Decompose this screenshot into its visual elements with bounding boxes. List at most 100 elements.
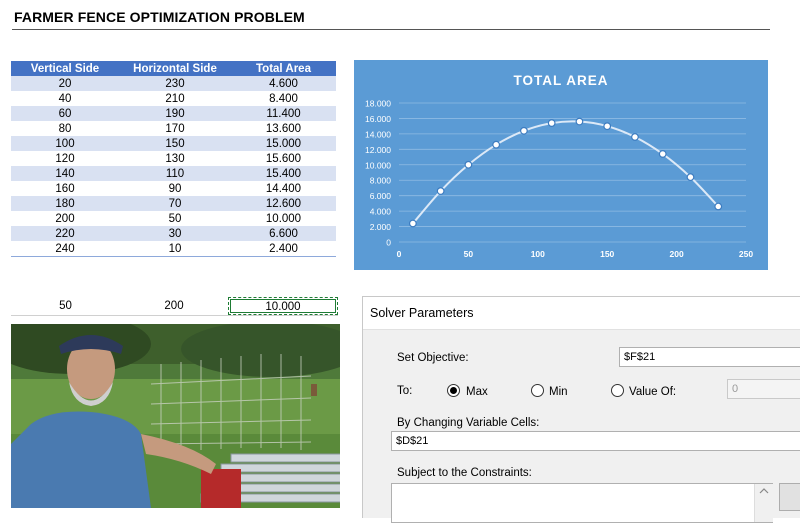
max-radio[interactable] [447,384,460,397]
horizontal-cell[interactable]: 130 [119,151,231,166]
area-cell[interactable]: 15.400 [231,166,336,181]
horizontal-cell[interactable]: 90 [119,181,231,196]
horizontal-cell[interactable]: 70 [119,196,231,211]
data-point[interactable] [686,173,695,182]
add-constraint-button[interactable] [779,483,800,511]
data-point[interactable] [408,219,417,228]
y-tick-label: 8.000 [370,176,392,186]
col-header-vertical[interactable]: Vertical Side [11,61,119,76]
changing-cells-label: By Changing Variable Cells: [397,417,540,429]
area-result-cell[interactable]: 10.000 [228,297,338,315]
area-cell[interactable]: 15.000 [231,136,336,151]
set-objective-label: Set Objective: [397,352,469,364]
area-cell[interactable]: 14.400 [231,181,336,196]
data-point[interactable] [547,119,556,127]
horizontal-cell[interactable]: 170 [119,121,231,136]
area-cell[interactable]: 8.400 [231,91,336,106]
area-cell[interactable]: 11.400 [231,106,336,121]
vertical-cell[interactable]: 200 [11,211,119,226]
chart-canvas: TOTAL AREA 0 2.000 4.000 6.000 8.000 10.000 12.… [365,73,753,259]
vertical-cell[interactable]: 240 [11,241,119,257]
vertical-cell[interactable]: 140 [11,166,119,181]
area-cell[interactable]: 12.600 [231,196,336,211]
constraints-label: Subject to the Constraints: [397,467,532,479]
vertical-cell[interactable]: 60 [11,106,119,121]
dialog-title: Solver Parameters [370,306,474,320]
objective-input[interactable]: $F$21 [619,347,800,367]
vertical-cell[interactable]: 80 [11,121,119,136]
scroll-up-icon[interactable] [755,484,773,498]
data-point[interactable] [575,117,584,126]
constraints-scrollbar[interactable] [754,484,773,522]
value-of-radio[interactable] [611,384,624,397]
to-label: To: [397,385,413,397]
y-tick-label: 2.000 [370,222,392,232]
vertical-cell[interactable]: 20 [11,76,119,91]
y-tick-label: 4.000 [370,207,392,217]
data-point[interactable] [631,133,639,141]
data-point[interactable] [492,140,501,149]
horizontal-cell[interactable]: 150 [119,136,231,151]
y-tick-label: 10.000 [365,160,391,170]
horizontal-cell[interactable]: 190 [119,106,231,121]
data-point[interactable] [464,160,473,169]
y-tick-label: 18.000 [365,99,391,109]
x-tick-label: 200 [670,249,684,259]
vertical-cell[interactable]: 100 [11,136,119,151]
vertical-cell[interactable]: 40 [11,91,119,106]
area-cell[interactable]: 6.600 [231,226,336,241]
solver-parameters-dialog[interactable]: Solver Parameters Set Objective: $F$21 T… [362,296,800,523]
horizontal-input-cell[interactable]: 200 [164,300,184,312]
table-row: 100 150 15.000 [11,136,336,151]
table-row: 140 110 15.400 [11,166,336,181]
y-tick-label: 12.000 [365,145,391,155]
value-of-label[interactable]: Value Of: [629,386,677,398]
area-cell[interactable]: 10.000 [231,211,336,226]
series-line [412,120,719,225]
total-area-chart[interactable]: TOTAL AREA 0 2.000 4.000 6.000 8.000 10.000 12.… [354,60,768,270]
table-row: 20 230 4.600 [11,76,336,91]
area-cell[interactable]: 2.400 [231,241,336,257]
data-point[interactable] [520,126,528,135]
area-cell[interactable]: 13.600 [231,121,336,136]
horizontal-cell[interactable]: 110 [119,166,231,181]
table-row: 200 50 10.000 [11,211,336,226]
horizontal-cell[interactable]: 50 [119,211,231,226]
max-label[interactable]: Max [466,386,488,398]
value-of-input[interactable]: 0 [727,379,800,399]
vertical-cell[interactable]: 220 [11,226,119,241]
title-underline [12,29,770,30]
col-header-horizontal[interactable]: Horizontal Side [119,61,231,76]
data-point[interactable] [436,187,445,195]
chart-title: TOTAL AREA [513,73,608,88]
vertical-cell[interactable]: 180 [11,196,119,211]
dialog-titlebar[interactable]: Solver Parameters [363,297,800,330]
constraints-list[interactable] [391,483,773,523]
horizontal-cell[interactable]: 210 [119,91,231,106]
x-tick-label: 150 [600,249,614,259]
x-tick-label: 0 [397,249,402,259]
min-radio[interactable] [531,384,544,397]
horizontal-cell[interactable]: 230 [119,76,231,91]
table-row: 40 210 8.400 [11,91,336,106]
data-point[interactable] [658,150,667,158]
data-point[interactable] [603,122,612,131]
vertical-input-cell[interactable]: 50 [59,300,72,312]
area-cell[interactable]: 4.600 [231,76,336,91]
farmer-photo [11,324,340,508]
horizontal-cell[interactable]: 10 [119,241,231,257]
sheet-title: FARMER FENCE OPTIMIZATION PROBLEM [14,9,305,25]
vertical-cell[interactable]: 160 [11,181,119,196]
col-header-area[interactable]: Total Area [231,61,336,76]
x-tick-label: 100 [531,249,545,259]
table-row: 120 130 15.600 [11,151,336,166]
x-tick-label: 50 [464,249,474,259]
changing-cells-input[interactable]: $D$21 [391,431,800,451]
area-cell[interactable]: 15.600 [231,151,336,166]
data-point[interactable] [714,202,723,211]
dialog-body: Set Objective: $F$21 To: Max Min Value O… [363,330,800,523]
vertical-cell[interactable]: 120 [11,151,119,166]
horizontal-cell[interactable]: 30 [119,226,231,241]
y-tick-label: 14.000 [365,129,391,139]
min-label[interactable]: Min [549,386,568,398]
